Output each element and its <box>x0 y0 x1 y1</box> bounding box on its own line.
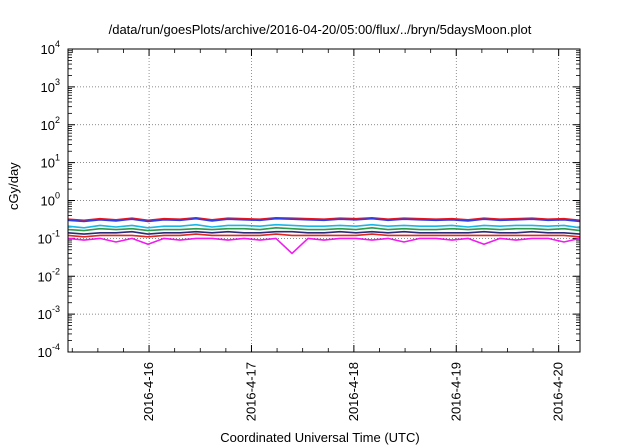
y-tick-label: 101 <box>41 153 60 171</box>
series-line-6 <box>67 233 581 238</box>
y-axis-label: cGy/day <box>6 162 21 210</box>
plot-frame <box>67 48 581 353</box>
chart-title: /data/run/goesPlots/archive/2016-04-20/0… <box>108 22 532 37</box>
x-tick-label: 2016-4-19 <box>448 362 463 421</box>
y-tick-label: 104 <box>41 39 60 57</box>
y-tick-label: 10-2 <box>38 266 60 284</box>
series-line-1 <box>67 217 581 222</box>
x-tick-label: 2016-4-20 <box>551 362 566 421</box>
y-tick-label: 10-1 <box>38 228 60 246</box>
x-tick-label: 2016-4-18 <box>346 362 361 421</box>
x-axis-label: Coordinated Universal Time (UTC) <box>220 430 420 445</box>
y-tick-label: 102 <box>41 115 60 133</box>
series-line-7 <box>67 237 581 255</box>
x-tick-label: 2016-4-17 <box>243 362 258 421</box>
series-line-4 <box>67 227 581 232</box>
series-line-3 <box>67 223 581 229</box>
series-line-5 <box>67 230 581 235</box>
x-tick-label: 2016-4-16 <box>141 362 156 421</box>
y-tick-label: 103 <box>41 77 60 95</box>
y-tick-label: 100 <box>41 191 60 209</box>
y-tick-label: 10-3 <box>38 304 60 322</box>
series-line-2 <box>67 217 581 223</box>
y-tick-label: 10-4 <box>38 342 60 360</box>
